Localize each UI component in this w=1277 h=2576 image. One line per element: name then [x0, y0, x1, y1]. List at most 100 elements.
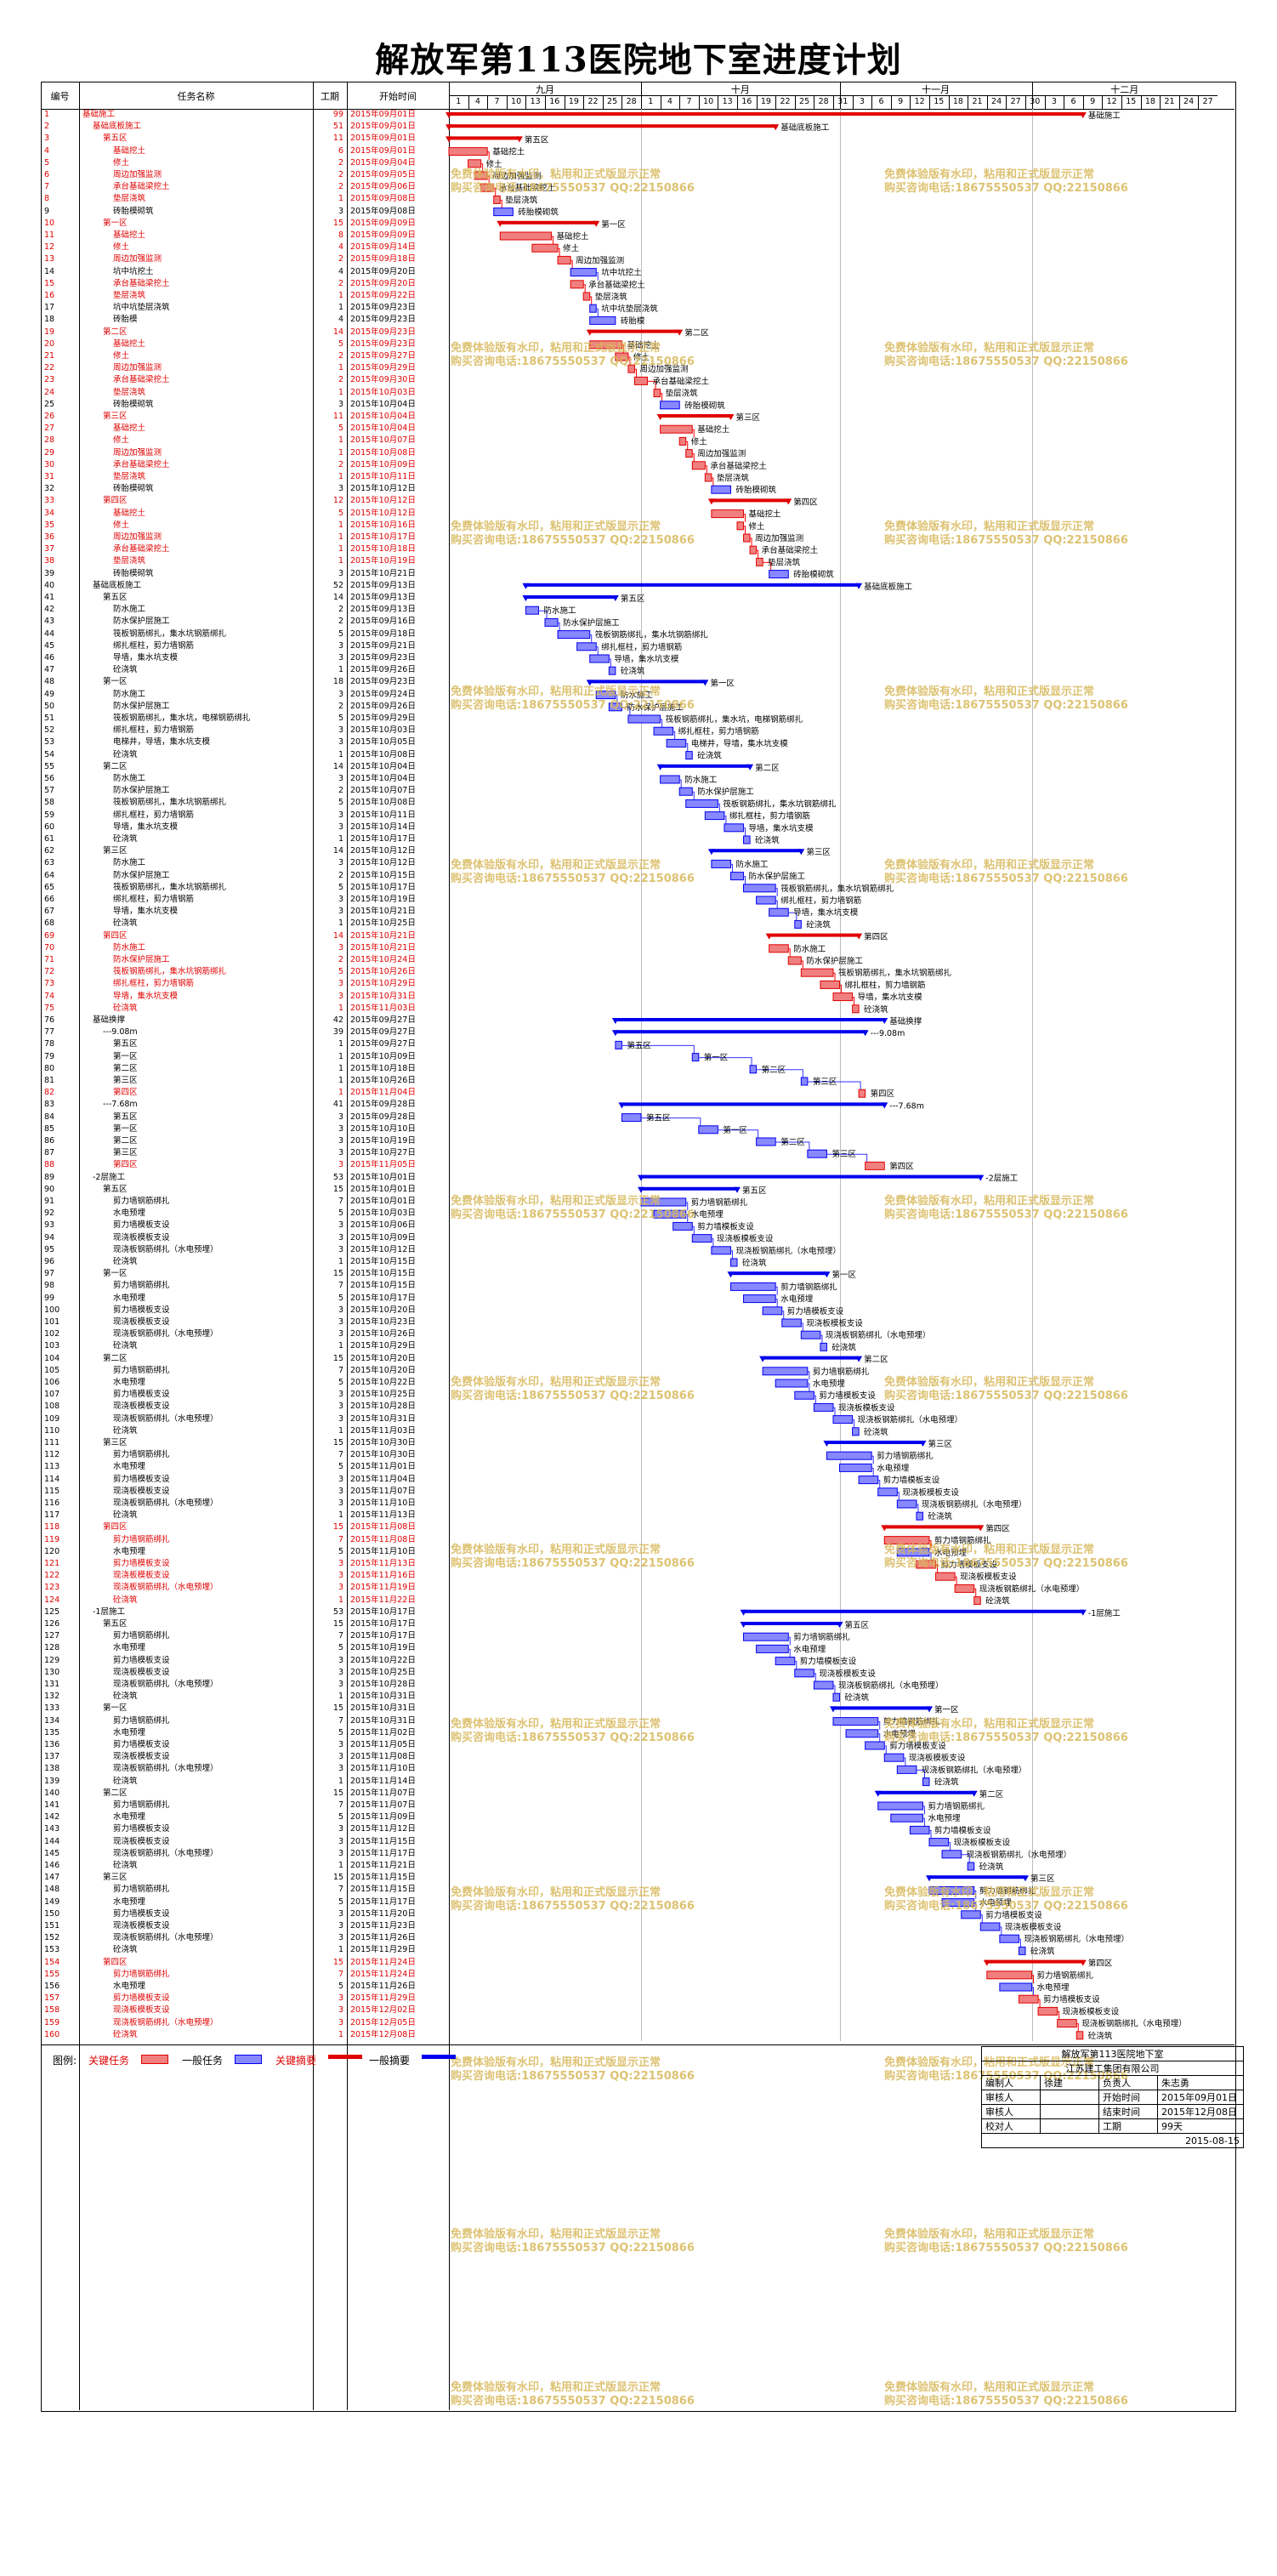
- month-boundary: [839, 82, 841, 109]
- task-start: 2015年10月17日: [350, 834, 416, 844]
- task-id: 67: [44, 907, 55, 917]
- column-divider: [347, 82, 348, 2410]
- day-tick-line: [641, 95, 642, 109]
- day-tick: 30: [1030, 97, 1041, 106]
- task-start: 2015年09月24日: [350, 689, 416, 699]
- task-name: 基础挖土: [113, 230, 146, 240]
- task-id: 94: [44, 1232, 55, 1243]
- task-name: 砖胎模: [113, 315, 138, 325]
- day-tick: 19: [568, 97, 579, 106]
- watermark: 免费体验版有水印，粘用和正式版显示正常 购买咨询电话:18675550537 QQ…: [884, 1195, 1128, 1222]
- task-id: 125: [44, 1606, 60, 1617]
- task-name: 垫层浇筑: [113, 387, 146, 397]
- task-name: 第一区: [103, 218, 128, 228]
- task-name: 现浇板钢筋绑扎（水电预埋）: [113, 1329, 219, 1339]
- task-id: 6: [44, 170, 50, 179]
- task-duration: 51: [332, 122, 343, 132]
- day-tick: 10: [703, 97, 714, 106]
- task-start: 2015年11月29日: [350, 1945, 416, 1955]
- day-tick: 28: [818, 97, 829, 106]
- day-tick-line: [1082, 95, 1084, 109]
- task-start: 2015年10月25日: [350, 1390, 416, 1400]
- task-duration: 2: [338, 701, 343, 711]
- task-name: 剪力墙模板支设: [113, 1655, 170, 1665]
- task-start: 2015年11月10日: [350, 1498, 416, 1508]
- task-name: 防水保护层施工: [113, 701, 170, 711]
- task-id: 137: [44, 1752, 60, 1762]
- task-name: 绑扎框柱，剪力墙钢筋: [113, 895, 195, 904]
- task-name: 第三区: [113, 1076, 138, 1085]
- day-tick: 7: [494, 97, 500, 106]
- task-name: 水电预埋: [113, 1462, 146, 1472]
- task-id: 92: [44, 1208, 55, 1219]
- task-name: 绑扎框柱，剪力墙钢筋: [113, 640, 195, 651]
- footer-cell: 工期: [1098, 2118, 1158, 2134]
- task-duration: 5: [338, 1643, 343, 1653]
- task-duration: 3: [338, 737, 343, 748]
- footer-cell: 99天: [1157, 2118, 1244, 2134]
- footer-cell: [1040, 2118, 1099, 2134]
- task-start: 2015年10月28日: [350, 1402, 416, 1412]
- task-duration: 3: [338, 1402, 343, 1412]
- task-duration: 3: [338, 1993, 343, 2004]
- task-start: 2015年10月10日: [350, 1123, 416, 1134]
- task-name: 砼浇筑: [113, 1595, 138, 1605]
- task-start: 2015年11月15日: [350, 1885, 416, 1895]
- task-id: 10: [44, 218, 55, 228]
- task-name: 修土: [113, 157, 130, 168]
- task-name: 防水保护层施工: [113, 955, 170, 964]
- task-start: 2015年11月20日: [350, 1908, 416, 1919]
- task-name: 第一区: [113, 1123, 138, 1134]
- watermark-line: 购买咨询电话:18675550537 QQ:22150866: [884, 2395, 1128, 2408]
- task-start: 2015年11月29日: [350, 1993, 416, 2004]
- task-id: 63: [44, 858, 55, 868]
- task-name: 现浇板模板支设: [113, 1571, 170, 1581]
- task-start: 2015年10月19日: [350, 1136, 416, 1146]
- task-name: 坑中坑挖土: [113, 266, 154, 276]
- task-name: 砼浇筑: [113, 2029, 138, 2039]
- watermark-line: 免费体验版有水印，粘用和正式版显示正常: [884, 1718, 1095, 1731]
- task-name: 第三区: [103, 412, 128, 421]
- task-id: 9: [44, 206, 50, 216]
- task-id: 22: [44, 363, 55, 373]
- footer-table: 解放军第113医院地下室 江苏建工集团有限公司 编制人 徐建 负责人 朱志勇 审核人 开始时间…: [981, 2046, 1244, 2148]
- task-name: 第四区: [113, 1160, 138, 1170]
- task-start: 2015年09月14日: [350, 242, 416, 253]
- watermark-line: 免费体验版有水印，粘用和正式版显示正常: [884, 168, 1095, 181]
- task-name: 防水施工: [113, 942, 146, 952]
- watermark: 免费体验版有水印，粘用和正式版显示正常 购买咨询电话:18675550537 QQ…: [884, 859, 1128, 886]
- day-tick-line: [871, 95, 873, 109]
- day-tick-line: [506, 95, 508, 109]
- task-id: 145: [44, 1848, 60, 1858]
- task-id: 53: [44, 737, 55, 748]
- day-tick: 15: [934, 97, 945, 106]
- task-id: 90: [44, 1184, 55, 1194]
- task-id: 157: [44, 1993, 60, 2004]
- task-start: 2015年09月13日: [350, 580, 416, 590]
- day-tick-line: [1102, 95, 1104, 109]
- task-duration: 3: [338, 810, 343, 820]
- task-duration: 3: [338, 1112, 343, 1122]
- task-start: 2015年10月19日: [350, 895, 416, 904]
- task-start: 2015年10月12日: [350, 1244, 416, 1254]
- task-id: 64: [44, 870, 55, 880]
- task-start: 2015年09月13日: [350, 605, 416, 615]
- task-duration: 2: [338, 786, 343, 796]
- day-tick: 9: [898, 97, 904, 106]
- task-start: 2015年09月27日: [350, 1015, 416, 1025]
- task-id: 7: [44, 182, 50, 192]
- task-duration: 3: [338, 1933, 343, 1943]
- day-tick-line: [929, 95, 930, 109]
- task-id: 132: [44, 1692, 60, 1702]
- watermark-line: 购买咨询电话:18675550537 QQ:22150866: [451, 699, 695, 712]
- task-start: 2015年11月19日: [350, 1583, 416, 1593]
- task-id: 46: [44, 653, 55, 662]
- task-id: 98: [44, 1281, 55, 1291]
- watermark-line: 免费体验版有水印，粘用和正式版显示正常: [884, 1376, 1095, 1389]
- task-duration: 1: [338, 1088, 343, 1098]
- watermark-line: 免费体验版有水印，粘用和正式版显示正常: [884, 520, 1095, 533]
- task-id: 4: [44, 145, 50, 156]
- task-duration: 1: [338, 447, 343, 458]
- day-tick-line: [775, 95, 777, 109]
- watermark: 免费体验版有水印，粘用和正式版显示正常 购买咨询电话:18675550537 QQ…: [451, 168, 695, 196]
